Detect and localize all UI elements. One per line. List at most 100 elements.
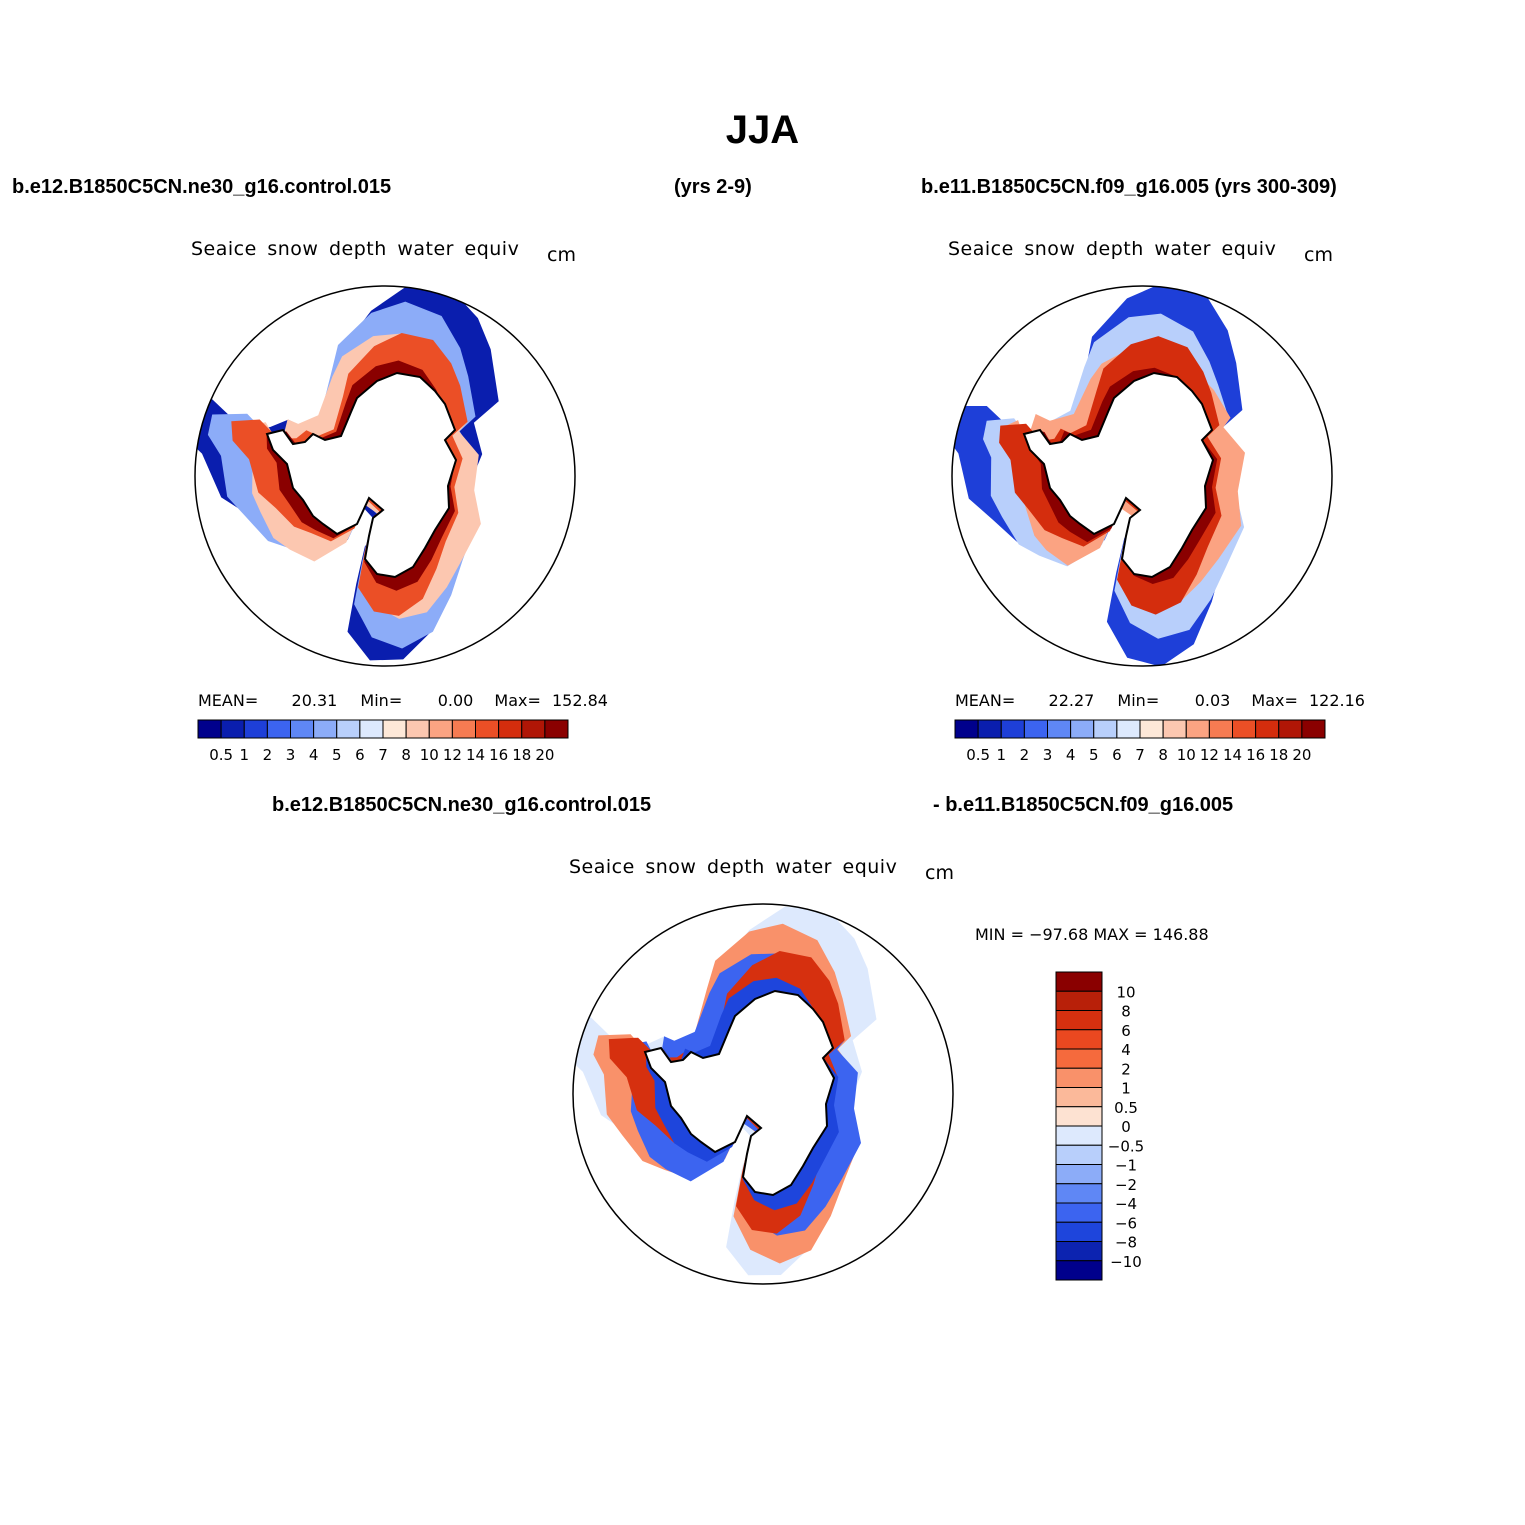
colorbar-tick-label: 8 xyxy=(401,746,411,764)
colorbar-tick-label: 5 xyxy=(332,746,342,764)
panel-2-min-value: 0.03 xyxy=(1194,691,1231,710)
colorbar-box-11 xyxy=(1208,719,1233,739)
colorbar-tick-label: −10 xyxy=(1110,1253,1142,1271)
colorbar-box-15 xyxy=(1055,1260,1103,1281)
colorbar-box-3 xyxy=(1023,719,1048,739)
panel-2-stats: MEAN= 22.27 Min= 0.03 Max= 122.16 xyxy=(955,691,1365,710)
panel-1-max-label: Max= xyxy=(494,691,541,710)
colorbar-box-13 xyxy=(1055,1221,1103,1242)
panel-2-map-content xyxy=(951,285,1333,667)
colorbar-tick-label: −6 xyxy=(1115,1214,1137,1232)
colorbar-box-14 xyxy=(521,719,546,739)
colorbar-box-11 xyxy=(451,719,476,739)
colorbar-box-14 xyxy=(1278,719,1303,739)
diff-panel-units: cm xyxy=(925,862,954,884)
panel-2-mean-label: MEAN= xyxy=(955,691,1016,710)
colorbar-box-3 xyxy=(1055,1029,1103,1050)
panel-2-colorbar: 0.5 1 2 3 4 5 6 7 8 10 12 14 16 18 20 xyxy=(954,719,1326,764)
colorbar-tick-label: 0 xyxy=(1121,1118,1131,1136)
colorbar-tick-label: −4 xyxy=(1115,1195,1137,1213)
colorbar-box-9 xyxy=(1055,1144,1103,1165)
colorbar-box-0 xyxy=(1055,971,1103,992)
panel-2-max-value: 122.16 xyxy=(1309,691,1365,710)
panel-1-stats: MEAN= 20.31 Min= 0.00 Max= 152.84 xyxy=(198,691,608,710)
diff-panel-map xyxy=(572,903,954,1285)
colorbar-box-2 xyxy=(243,719,268,739)
panel-2-map xyxy=(951,285,1333,667)
colorbar-box-5 xyxy=(313,719,338,739)
colorbar-tick-label: −0.5 xyxy=(1108,1137,1144,1155)
colorbar-box-6 xyxy=(1055,1087,1103,1108)
colorbar-tick-label: 10 xyxy=(1177,746,1196,764)
panel-1-min-value: 0.00 xyxy=(437,691,474,710)
case-a-years-label: (yrs 2-9) xyxy=(674,176,752,198)
case-a-label: b.e12.B1850C5CN.ne30_g16.control.015 xyxy=(12,176,392,198)
colorbar-box-2 xyxy=(1000,719,1025,739)
colorbar-tick-label: 14 xyxy=(1223,746,1242,764)
colorbar-tick-label: 2 xyxy=(1121,1060,1131,1078)
colorbar-box-7 xyxy=(359,719,384,739)
panel-1-map-content xyxy=(194,285,576,667)
diff-case-a-label: b.e12.B1850C5CN.ne30_g16.control.015 xyxy=(272,794,652,816)
colorbar-tick-label: 10 xyxy=(1116,983,1135,1001)
colorbar-tick-label: 14 xyxy=(466,746,485,764)
colorbar-box-5 xyxy=(1055,1067,1103,1088)
colorbar-box-0 xyxy=(954,719,979,739)
colorbar-tick-label: −8 xyxy=(1115,1234,1137,1252)
colorbar-tick-label: 1 xyxy=(1121,1080,1131,1098)
colorbar-tick-label: 6 xyxy=(355,746,365,764)
colorbar-box-8 xyxy=(382,719,407,739)
colorbar-box-8 xyxy=(1055,1125,1103,1146)
colorbar-box-13 xyxy=(498,719,523,739)
colorbar-box-4 xyxy=(1047,719,1072,739)
colorbar-box-4 xyxy=(1055,1048,1103,1069)
colorbar-box-15 xyxy=(544,719,569,739)
colorbar-tick-label: 1 xyxy=(239,746,249,764)
colorbar-tick-label: 2 xyxy=(263,746,273,764)
colorbar-box-1 xyxy=(1055,990,1103,1011)
colorbar-box-9 xyxy=(1162,719,1187,739)
colorbar-box-10 xyxy=(428,719,453,739)
colorbar-box-4 xyxy=(290,719,315,739)
panel-2-mean-value: 22.27 xyxy=(1048,691,1095,710)
colorbar-tick-label: 16 xyxy=(1246,746,1265,764)
diff-panel-stats: MIN = −97.68 MAX = 146.88 xyxy=(975,925,1209,944)
colorbar-box-9 xyxy=(405,719,430,739)
colorbar-box-2 xyxy=(1055,1010,1103,1031)
colorbar-tick-label: 12 xyxy=(1200,746,1219,764)
colorbar-tick-label: 5 xyxy=(1089,746,1099,764)
colorbar-tick-label: 18 xyxy=(512,746,531,764)
colorbar-tick-label: 20 xyxy=(535,746,554,764)
colorbar-tick-label: 7 xyxy=(378,746,388,764)
colorbar-box-6 xyxy=(1093,719,1118,739)
panel-2-min-label: Min= xyxy=(1117,691,1160,710)
colorbar-tick-label: 8 xyxy=(1121,1003,1131,1021)
colorbar-tick-label: 8 xyxy=(1158,746,1168,764)
colorbar-box-13 xyxy=(1255,719,1280,739)
colorbar-tick-label: −1 xyxy=(1115,1157,1137,1175)
colorbar-tick-label: 1 xyxy=(996,746,1006,764)
figure-title: JJA xyxy=(725,108,800,152)
colorbar-box-14 xyxy=(1055,1241,1103,1262)
colorbar-tick-label: 0.5 xyxy=(966,746,990,764)
colorbar-tick-label: 6 xyxy=(1112,746,1122,764)
colorbar-tick-label: 16 xyxy=(489,746,508,764)
colorbar-tick-label: 4 xyxy=(309,746,319,764)
colorbar-tick-label: −2 xyxy=(1115,1176,1137,1194)
colorbar-box-3 xyxy=(266,719,291,739)
colorbar-box-7 xyxy=(1055,1106,1103,1127)
colorbar-tick-label: 3 xyxy=(1043,746,1053,764)
colorbar-box-12 xyxy=(1055,1202,1103,1223)
colorbar-box-11 xyxy=(1055,1183,1103,1204)
colorbar-tick-label: 3 xyxy=(286,746,296,764)
panel-1-mean-value: 20.31 xyxy=(291,691,338,710)
colorbar-box-1 xyxy=(977,719,1002,739)
colorbar-tick-label: 12 xyxy=(443,746,462,764)
panel-2-max-label: Max= xyxy=(1251,691,1298,710)
colorbar-box-0 xyxy=(197,719,222,739)
diff-case-b-label: - b.e11.B1850C5CN.f09_g16.005 xyxy=(933,794,1234,816)
antarctica-coastline xyxy=(265,371,458,579)
colorbar-box-15 xyxy=(1301,719,1326,739)
colorbar-box-12 xyxy=(1232,719,1257,739)
